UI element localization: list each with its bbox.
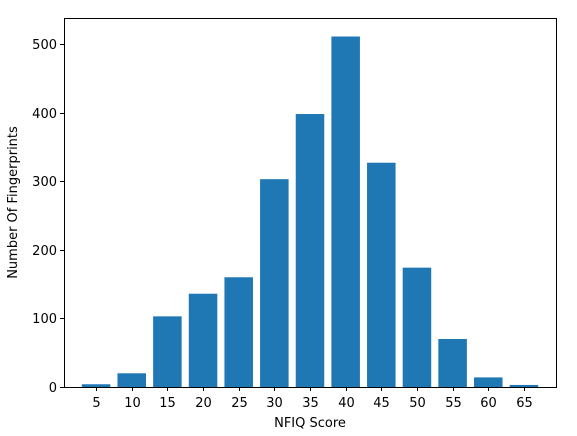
x-tick-label: 30 (266, 396, 283, 411)
x-tick-label: 50 (409, 396, 426, 411)
bar-25 (224, 277, 253, 387)
bar-5 (81, 384, 111, 387)
y-tick-label: 400 (32, 107, 57, 122)
bar-35 (295, 114, 325, 387)
bar-45 (367, 162, 396, 387)
y-tick-label: 0 (49, 381, 57, 396)
plot-frame (64, 18, 557, 388)
x-tick-label: 10 (124, 396, 141, 411)
y-tick-label: 500 (32, 38, 57, 53)
x-tick-label: 65 (516, 396, 533, 411)
bar-10 (117, 373, 146, 387)
bars (81, 36, 539, 388)
x-axis-label: NFIQ Score (274, 416, 346, 431)
bar-40 (331, 36, 360, 388)
bar-50 (402, 267, 432, 387)
x-tick-label: 55 (445, 396, 462, 411)
x-tick-label: 25 (231, 396, 248, 411)
x-tick-label: 40 (338, 396, 355, 411)
y-tick-label: 100 (32, 312, 57, 327)
bar-60 (474, 377, 503, 387)
x-tick-label: 60 (480, 396, 497, 411)
x-tick-label: 20 (195, 396, 212, 411)
bar-55 (438, 338, 467, 387)
bar-20 (188, 293, 218, 387)
y-ticks: 0 100 200 300 400 500 (32, 38, 64, 396)
x-tick-label: 5 (92, 396, 100, 411)
bar-65 (509, 384, 539, 387)
y-axis-label: Number Of Fingerprints (6, 126, 21, 279)
bar-15 (153, 316, 182, 387)
x-tick-label: 35 (302, 396, 319, 411)
y-tick-label: 300 (32, 175, 57, 190)
x-tick-label: 45 (373, 396, 390, 411)
x-ticks: 5 10 15 20 25 30 35 40 45 50 55 60 65 (92, 387, 533, 411)
y-tick-label: 200 (32, 244, 57, 259)
bar-30 (260, 179, 289, 387)
x-tick-label: 15 (159, 396, 176, 411)
